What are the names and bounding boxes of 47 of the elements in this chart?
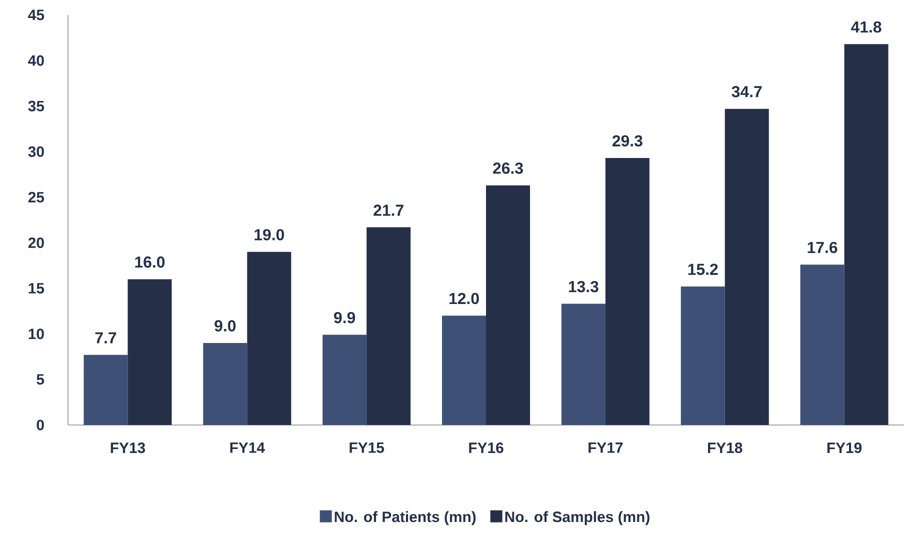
y-tick-label: 40 [28,55,44,66]
y-tick-label: 20 [28,237,44,248]
bar [724,108,769,425]
x-tick-label: FY13 [110,442,146,454]
bar [680,286,725,425]
data-label: 29.3 [612,135,642,147]
bar [561,304,606,425]
data-label: 15.2 [688,264,718,275]
bar [442,316,486,425]
bar [247,252,292,425]
data-label: 13.3 [568,280,598,292]
y-tick-label: 15 [28,283,44,294]
bar [84,354,128,425]
bar [203,342,248,425]
data-label: 34.7 [732,86,762,98]
y-tick-label: 30 [28,146,44,157]
bar [322,334,367,425]
data-label: 9.0 [214,320,236,332]
bar [844,44,888,425]
x-tick-label: FY15 [350,442,384,453]
legend-label: No. of Samples (mn) [505,511,650,526]
y-tick-label: 10 [28,328,44,340]
x-tick-label: FY19 [827,442,862,454]
bar [605,158,650,425]
y-tick-label: 5 [36,374,44,385]
data-label: 9.9 [334,312,356,324]
bar [366,227,411,425]
bar [486,185,530,425]
bar [800,264,844,425]
data-label: 7.7 [95,332,116,344]
x-tick-label: FY18 [708,442,742,454]
legend-label: No. of Patients (mn) [334,511,476,526]
y-tick-label: 35 [28,100,44,112]
data-label: 26.3 [493,162,523,174]
y-tick-label: 25 [28,192,44,202]
x-tick-label: FY17 [588,442,623,453]
x-tick-label: FY14 [230,442,265,453]
data-label: 16.0 [135,256,165,268]
data-label: 19.0 [254,229,284,240]
y-tick-label: 0 [36,420,44,430]
data-label: 21.7 [374,204,404,216]
y-tick-label: 45 [28,10,44,20]
data-label: 12.0 [450,292,479,304]
data-label: 17.6 [808,242,838,254]
x-tick-label: FY16 [469,442,504,454]
bar [128,279,172,425]
data-label: 41.8 [851,21,882,33]
